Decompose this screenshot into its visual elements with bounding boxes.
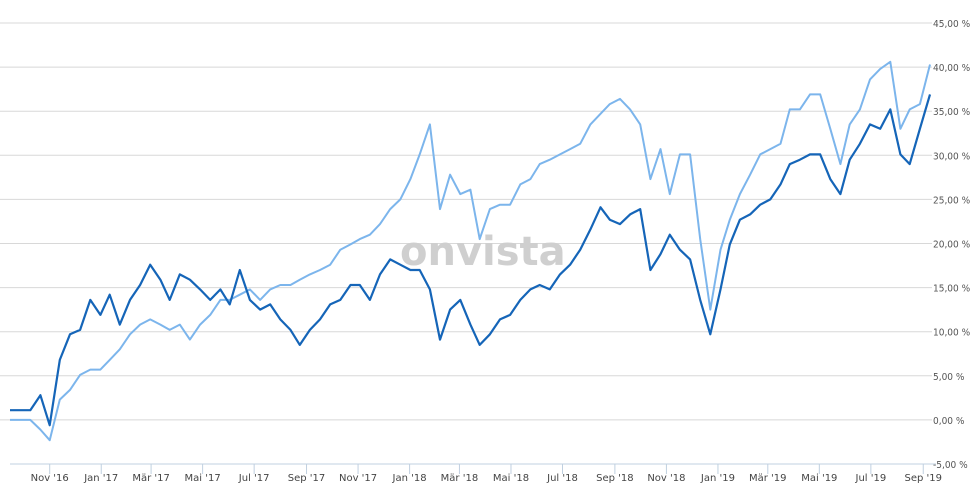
x-tick-label: Jul '17 <box>238 473 270 484</box>
x-tick-label: Sep '17 <box>288 473 326 484</box>
series-lines <box>10 60 932 442</box>
y-tick-label: 20,00 % <box>933 240 971 251</box>
x-tick-label: Mär '19 <box>749 473 787 484</box>
x-tick-label: Mär '18 <box>441 473 479 484</box>
x-tick-label: Mai '19 <box>801 473 837 484</box>
x-tick-label: Mär '17 <box>132 473 170 484</box>
y-tick-label: 30,00 % <box>933 151 971 162</box>
x-tick-label: Jul '18 <box>546 473 578 484</box>
x-axis: Nov '16 Jan '17 Mär '17 Mai '17 Jul '17 Sep '… <box>10 463 942 484</box>
x-tick-label: Jan '17 <box>83 473 118 484</box>
x-tick-label: Jan '18 <box>392 473 427 484</box>
x-tick-label: Nov '18 <box>647 473 685 484</box>
grid-lines <box>0 22 932 421</box>
x-tick-label: Mai '18 <box>493 473 529 484</box>
x-tick-label: Nov '16 <box>31 473 69 484</box>
y-axis-labels: 45,00 % 40,00 % 35,00 % 30,00 % 25,00 % 20,00… <box>933 19 971 471</box>
y-tick-label: 40,00 % <box>933 63 971 74</box>
x-tick-label: Jan '19 <box>700 473 735 484</box>
y-tick-label: 5,00 % <box>933 372 965 383</box>
y-tick-label: 35,00 % <box>933 107 971 118</box>
series-line-1 <box>10 94 932 427</box>
y-tick-label: 45,00 % <box>933 19 971 30</box>
y-tick-label: 25,00 % <box>933 195 971 206</box>
series-line-2 <box>10 60 931 442</box>
x-tick-label: Sep '18 <box>596 473 634 484</box>
x-tick-label: Mai '17 <box>185 473 221 484</box>
y-tick-label: 15,00 % <box>933 284 971 295</box>
x-tick-label: Sep '19 <box>904 473 942 484</box>
y-tick-label: -5,00 % <box>933 460 968 471</box>
x-tick-label: Jul '19 <box>855 473 887 484</box>
onvista-watermark-logo: onvista <box>400 229 566 275</box>
y-tick-label: 10,00 % <box>933 328 971 339</box>
y-tick-label: 0,00 % <box>933 416 965 427</box>
x-tick-label: Nov '17 <box>339 473 377 484</box>
